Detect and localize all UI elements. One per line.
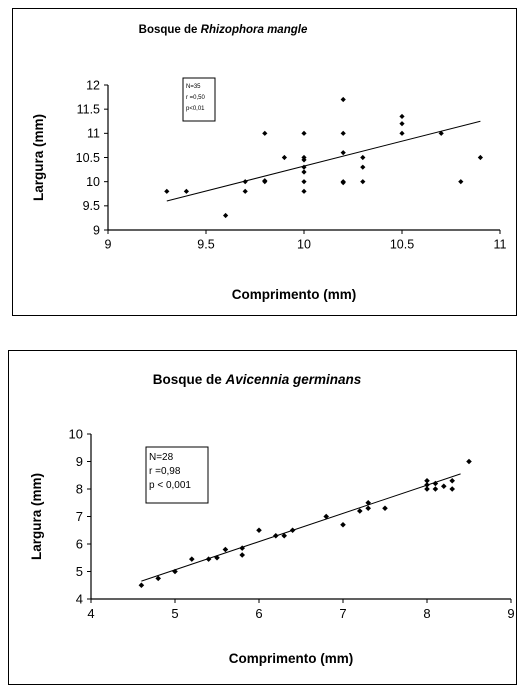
data-point xyxy=(301,188,307,194)
data-point xyxy=(382,505,388,512)
chart-panel-avicennia: Bosque de Avicennia germinans 4 5 6 7 8 9 4 5 6 7… xyxy=(8,350,517,685)
data-point xyxy=(223,212,229,219)
stats-box xyxy=(145,446,209,504)
y-tick-label: 6 xyxy=(76,537,83,552)
data-point xyxy=(360,179,366,185)
chart-panel-rhizophora: Bosque de Rhizophora mangle 9 9.5 10 10.5 11… xyxy=(12,8,517,316)
data-point xyxy=(360,154,366,161)
data-point xyxy=(365,505,371,512)
data-point xyxy=(441,483,447,490)
data-point xyxy=(164,188,170,194)
stats-line: r =0,50 xyxy=(186,95,206,101)
x-tick-label: 4 xyxy=(87,606,94,621)
data-point xyxy=(239,552,245,558)
y-tick-label: 10 xyxy=(86,175,100,189)
data-point xyxy=(189,556,195,562)
data-point xyxy=(399,121,405,127)
data-point xyxy=(222,546,229,553)
data-point xyxy=(281,154,287,161)
y-tick-label: 11.5 xyxy=(77,103,100,117)
y-tick-label: 5 xyxy=(76,564,83,579)
scatter-chart-avicennia: Bosque de Avicennia germinans 4 5 6 7 8 9 4 5 6 7… xyxy=(29,372,515,666)
data-point xyxy=(340,150,346,156)
x-tick-label: 11 xyxy=(494,238,507,252)
x-axis-title: Comprimento (mm) xyxy=(229,651,354,666)
x-tick-label: 10.5 xyxy=(390,238,414,252)
data-point xyxy=(424,486,430,492)
x-tick-label: 9 xyxy=(105,238,112,252)
data-point xyxy=(242,188,248,194)
data-point xyxy=(138,582,145,589)
x-tick-label: 9.5 xyxy=(197,238,214,252)
data-point xyxy=(449,486,455,492)
data-point xyxy=(424,482,430,488)
y-axis-title: Largura (mm) xyxy=(29,473,44,560)
stats-line: r =0,98 xyxy=(149,466,181,477)
x-axis-title: Comprimento (mm) xyxy=(232,287,357,302)
data-point xyxy=(432,480,439,487)
data-point xyxy=(360,164,366,170)
data-point xyxy=(301,130,307,136)
y-tick-label: 9 xyxy=(76,454,83,469)
y-tick-label: 9.5 xyxy=(83,199,100,213)
y-tick-label: 11 xyxy=(87,127,100,141)
data-point xyxy=(424,477,430,484)
data-point xyxy=(205,556,212,562)
y-tick-label: 9 xyxy=(93,223,100,237)
data-point xyxy=(438,130,444,136)
data-point xyxy=(301,164,307,170)
stats-line: N=28 xyxy=(149,452,174,463)
data-point xyxy=(256,527,262,534)
trend-line xyxy=(141,473,461,582)
data-point xyxy=(432,486,439,492)
stats-line: p<0,01 xyxy=(186,106,205,112)
data-point xyxy=(301,179,307,185)
stats-line: p < 0,001 xyxy=(149,480,191,491)
data-point xyxy=(449,477,455,484)
data-point xyxy=(477,154,483,161)
x-tick-label: 10 xyxy=(297,238,311,252)
y-tick-label: 12 xyxy=(86,78,100,92)
x-tick-label: 6 xyxy=(255,606,262,621)
x-tick-label: 9 xyxy=(507,606,514,621)
data-point xyxy=(242,179,248,185)
data-point xyxy=(301,157,307,163)
scatter-chart-rhizophora: Bosque de Rhizophora mangle 9 9.5 10 10.5 11… xyxy=(31,24,507,302)
data-point xyxy=(301,169,307,175)
x-tick-label: 5 xyxy=(171,606,178,621)
y-tick-label: 8 xyxy=(76,482,83,497)
stats-box xyxy=(182,77,216,122)
data-point xyxy=(183,188,189,194)
x-tick-label: 8 xyxy=(423,606,430,621)
stats-line: N=35 xyxy=(186,84,201,90)
data-point xyxy=(365,499,371,506)
x-tick-label: 7 xyxy=(339,606,346,621)
trend-line xyxy=(166,120,481,202)
data-point xyxy=(340,96,346,103)
data-point xyxy=(458,179,464,185)
data-point xyxy=(340,130,346,136)
y-tick-label: 4 xyxy=(76,592,83,607)
data-point xyxy=(340,521,346,528)
data-point xyxy=(357,508,363,514)
data-point xyxy=(289,527,296,534)
data-point xyxy=(273,532,279,539)
data-point xyxy=(214,554,220,561)
y-tick-label: 10 xyxy=(69,427,83,442)
data-point xyxy=(399,113,405,120)
data-point xyxy=(340,180,346,186)
y-tick-label: 10.5 xyxy=(76,151,100,165)
data-point xyxy=(466,458,472,465)
chart-title: Bosque de Avicennia germinans xyxy=(153,372,362,387)
data-point xyxy=(399,130,405,136)
y-tick-label: 7 xyxy=(76,509,83,524)
data-point xyxy=(262,178,268,184)
y-axis-title: Largura (mm) xyxy=(31,114,46,201)
chart-title: Bosque de Rhizophora mangle xyxy=(139,24,308,36)
data-point xyxy=(262,130,268,136)
